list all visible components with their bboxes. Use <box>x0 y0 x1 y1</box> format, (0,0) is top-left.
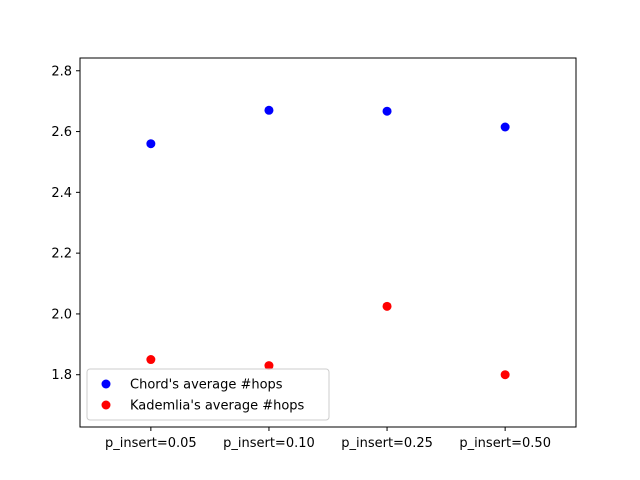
legend-label: Kademlia's average #hops <box>130 399 305 414</box>
data-point <box>382 301 392 311</box>
data-point <box>264 105 274 115</box>
data-point <box>500 370 510 380</box>
legend-box <box>86 368 330 421</box>
y-tick-label: 2.4 <box>51 186 72 201</box>
data-point <box>146 355 156 365</box>
x-tick-label: p_insert=0.10 <box>223 436 315 451</box>
data-point <box>264 361 274 371</box>
data-point <box>146 139 156 149</box>
legend-marker <box>101 379 111 389</box>
data-point <box>500 122 510 132</box>
plot-area <box>79 57 577 428</box>
y-tick-label: 2.2 <box>51 247 72 262</box>
y-tick-label: 1.8 <box>51 368 72 383</box>
x-tick-label: p_insert=0.05 <box>105 436 197 451</box>
y-axis: 1.8 2.0 2.2 2.4 2.6 2.8 <box>51 64 80 383</box>
x-axis: p_insert=0.05 p_insert=0.10 p_insert=0.25 p… <box>105 427 551 451</box>
y-tick-label: 2.6 <box>51 125 72 140</box>
legend-label: Chord's average #hops <box>130 378 283 393</box>
legend-marker <box>101 400 111 410</box>
x-tick-label: p_insert=0.25 <box>341 436 433 451</box>
axes-frame <box>79 57 577 428</box>
y-tick-label: 2.0 <box>51 307 72 322</box>
x-tick-label: p_insert=0.50 <box>459 436 551 451</box>
y-tick-label: 2.8 <box>51 64 72 79</box>
data-point <box>382 106 392 116</box>
legend: Chord's average #hops Kademlia's average … <box>86 368 330 421</box>
